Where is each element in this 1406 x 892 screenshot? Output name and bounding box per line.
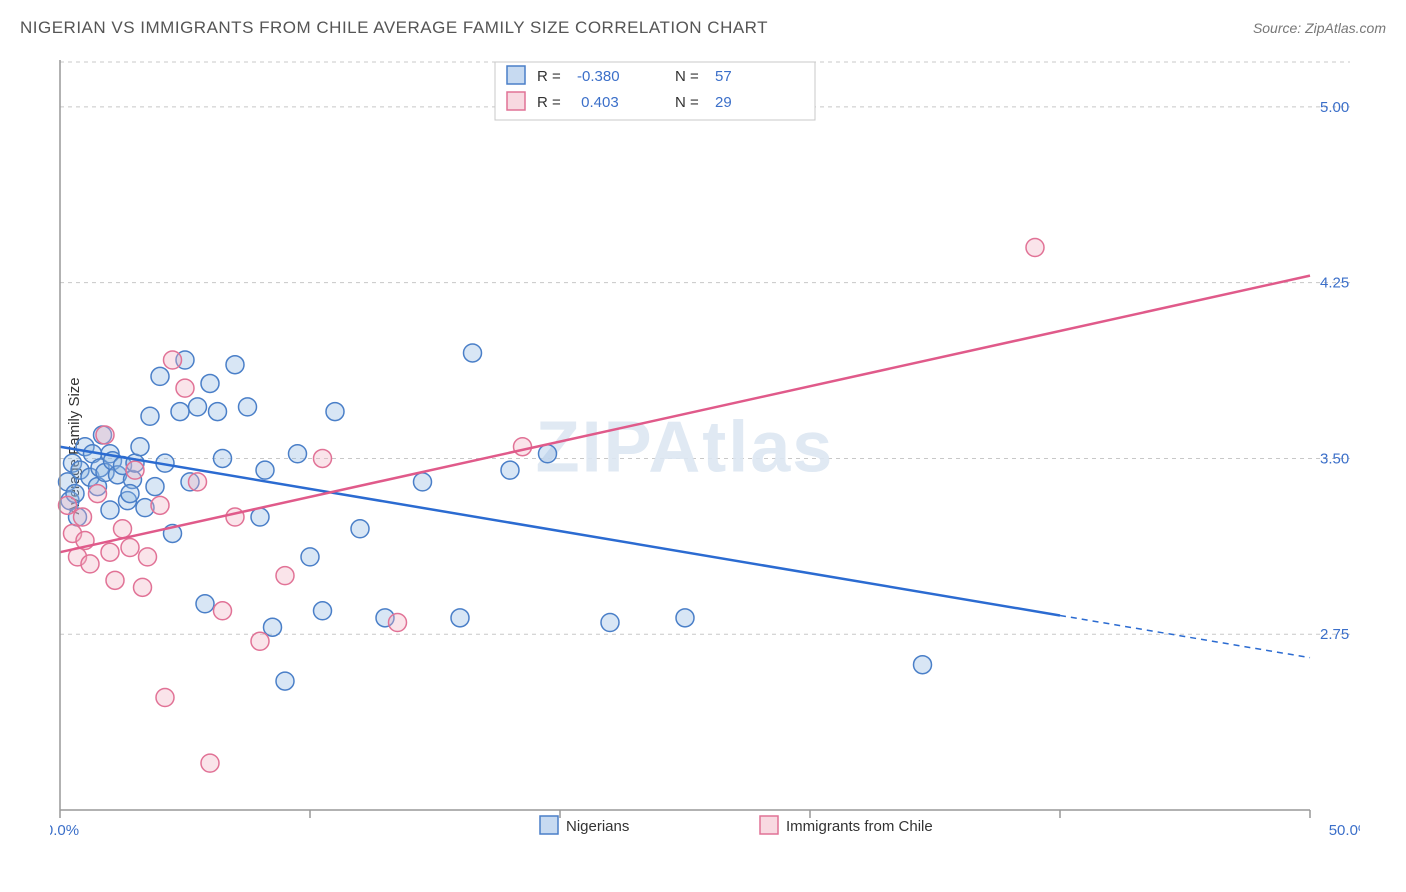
data-point-nigerians	[314, 602, 332, 620]
data-point-nigerians	[141, 407, 159, 425]
bottom-legend-swatch	[760, 816, 778, 834]
data-point-nigerians	[201, 374, 219, 392]
data-point-chile	[276, 567, 294, 585]
source-label: Source: ZipAtlas.com	[1253, 20, 1386, 36]
data-point-chile	[189, 473, 207, 491]
chart-area: 2.75 3.50 4.25 5.00 ZIPAtlas 0.0% 50.0% R = -0.3…	[50, 50, 1360, 840]
data-point-nigerians	[451, 609, 469, 627]
legend-r-value: 0.403	[577, 94, 619, 111]
data-point-chile	[151, 496, 169, 514]
data-point-chile	[81, 555, 99, 573]
legend-r-label: R =	[537, 94, 561, 111]
data-point-nigerians	[464, 344, 482, 362]
data-point-chile	[139, 548, 157, 566]
data-point-chile	[1026, 239, 1044, 257]
legend-n-label: N =	[675, 68, 699, 85]
data-point-nigerians	[214, 449, 232, 467]
legend-swatch	[507, 66, 525, 84]
data-point-nigerians	[131, 438, 149, 456]
data-point-chile	[126, 461, 144, 479]
y-tick-label: 5.00	[1320, 99, 1349, 116]
data-point-nigerians	[414, 473, 432, 491]
data-point-chile	[121, 539, 139, 557]
bottom-legend-swatch	[540, 816, 558, 834]
data-point-nigerians	[189, 398, 207, 416]
data-point-nigerians	[326, 403, 344, 421]
data-point-chile	[156, 689, 174, 707]
title-bar: NIGERIAN VS IMMIGRANTS FROM CHILE AVERAG…	[20, 18, 1386, 38]
data-point-chile	[101, 543, 119, 561]
legend-r-value: -0.380	[577, 68, 620, 85]
data-point-chile	[176, 379, 194, 397]
regression-line-dashed	[1060, 615, 1310, 657]
data-point-chile	[106, 571, 124, 589]
data-point-nigerians	[501, 461, 519, 479]
data-point-chile	[164, 351, 182, 369]
data-point-nigerians	[239, 398, 257, 416]
data-point-chile	[214, 602, 232, 620]
data-point-nigerians	[351, 520, 369, 538]
data-point-chile	[389, 614, 407, 632]
legend-n-value: 57	[715, 68, 732, 85]
data-point-nigerians	[264, 618, 282, 636]
watermark: ZIPAtlas	[536, 408, 835, 488]
scatter-chart-svg: 2.75 3.50 4.25 5.00 ZIPAtlas 0.0% 50.0% R = -0.3…	[50, 50, 1360, 840]
data-point-chile	[89, 485, 107, 503]
y-tick-label: 4.25	[1320, 275, 1349, 292]
data-point-chile	[96, 426, 114, 444]
data-point-nigerians	[676, 609, 694, 627]
data-point-nigerians	[226, 356, 244, 374]
legend-swatch	[507, 92, 525, 110]
data-point-nigerians	[209, 403, 227, 421]
x-tick-label: 50.0%	[1329, 822, 1360, 839]
legend-n-label: N =	[675, 94, 699, 111]
data-point-chile	[226, 508, 244, 526]
data-point-chile	[114, 520, 132, 538]
legend-n-value: 29	[715, 94, 732, 111]
data-point-nigerians	[301, 548, 319, 566]
data-point-chile	[251, 632, 269, 650]
data-point-chile	[314, 449, 332, 467]
y-tick-label: 3.50	[1320, 450, 1349, 467]
bottom-legend-label: Immigrants from Chile	[786, 818, 933, 835]
bottom-legend-label: Nigerians	[566, 818, 629, 835]
data-point-chile	[201, 754, 219, 772]
y-tick-label: 2.75	[1320, 626, 1349, 643]
data-point-nigerians	[289, 445, 307, 463]
data-point-nigerians	[256, 461, 274, 479]
chart-title: NIGERIAN VS IMMIGRANTS FROM CHILE AVERAG…	[20, 18, 768, 38]
data-point-nigerians	[101, 501, 119, 519]
data-point-chile	[59, 496, 77, 514]
data-point-chile	[74, 508, 92, 526]
data-point-nigerians	[251, 508, 269, 526]
data-point-nigerians	[146, 478, 164, 496]
data-point-nigerians	[539, 445, 557, 463]
data-point-nigerians	[196, 595, 214, 613]
data-point-chile	[514, 438, 532, 456]
data-point-nigerians	[914, 656, 932, 674]
data-point-nigerians	[171, 403, 189, 421]
x-tick-label: 0.0%	[50, 822, 79, 839]
data-point-chile	[134, 578, 152, 596]
legend-r-label: R =	[537, 68, 561, 85]
data-point-nigerians	[601, 614, 619, 632]
data-point-nigerians	[121, 485, 139, 503]
data-point-nigerians	[151, 367, 169, 385]
data-point-nigerians	[276, 672, 294, 690]
